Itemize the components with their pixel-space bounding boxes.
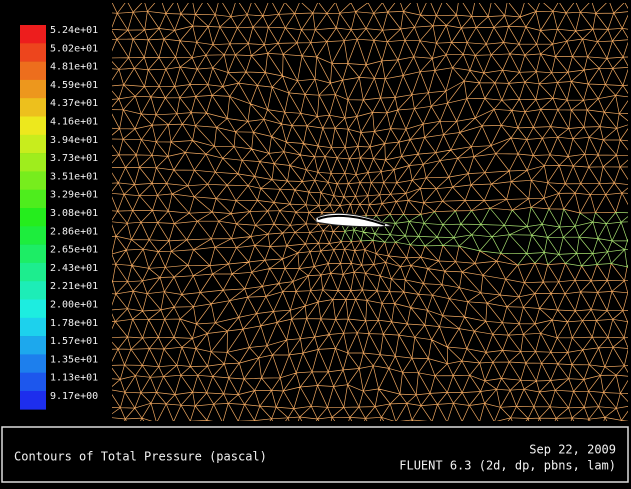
colorbar-swatch <box>20 263 46 282</box>
colorbar-label: 2.43e+01 <box>50 263 98 274</box>
footer-date: Sep 22, 2009 <box>529 443 616 457</box>
colorbar-label: 1.57e+01 <box>50 336 98 347</box>
colorbar-swatch <box>20 80 46 99</box>
colorbar-label: 3.94e+01 <box>50 135 98 146</box>
colorbar-label: 4.81e+01 <box>50 62 98 73</box>
colorbar-swatch <box>20 300 46 319</box>
colorbar-label: 3.08e+01 <box>50 208 98 219</box>
colorbar-swatch <box>20 171 46 190</box>
colorbar-label: 2.65e+01 <box>50 245 98 256</box>
colorbar-swatch <box>20 281 46 300</box>
colorbar-swatch <box>20 373 46 392</box>
colorbar-label: 4.59e+01 <box>50 80 98 91</box>
colorbar-swatch <box>20 43 46 62</box>
colorbar-label: 9.17e+00 <box>50 391 98 402</box>
colorbar-swatch <box>20 318 46 337</box>
colorbar-label: 1.35e+01 <box>50 354 98 365</box>
colorbar-swatch <box>20 336 46 355</box>
colorbar-swatch <box>20 391 46 410</box>
colorbar-label: 1.78e+01 <box>50 318 98 329</box>
colorbar-swatch <box>20 245 46 264</box>
colorbar-swatch <box>20 117 46 136</box>
colorbar-label: 5.24e+01 <box>50 25 98 36</box>
colorbar-label: 4.16e+01 <box>50 117 98 128</box>
colorbar-swatch <box>20 25 46 44</box>
colorbar-swatch <box>20 354 46 373</box>
colorbar-swatch <box>20 98 46 117</box>
colorbar-label: 5.02e+01 <box>50 43 98 54</box>
footer-title: Contours of Total Pressure (pascal) <box>14 450 267 464</box>
colorbar-swatch <box>20 190 46 209</box>
colorbar-label: 3.29e+01 <box>50 190 98 201</box>
colorbar-label: 3.73e+01 <box>50 153 98 164</box>
colorbar-swatch <box>20 135 46 154</box>
colorbar-label: 2.21e+01 <box>50 281 98 292</box>
colorbar-label: 4.37e+01 <box>50 98 98 109</box>
colorbar-swatch <box>20 226 46 245</box>
footer-version: FLUENT 6.3 (2d, dp, pbns, lam) <box>399 459 616 473</box>
colorbar-label: 2.00e+01 <box>50 300 98 311</box>
colorbar-label: 3.51e+01 <box>50 171 98 182</box>
colorbar-swatch <box>20 62 46 81</box>
colorbar-label: 1.13e+01 <box>50 373 98 384</box>
fluent-window: 5.24e+01 5.02e+01 4.81e+01 4.59e+01 4.37e+01… <box>0 0 631 485</box>
colorbar-swatch <box>20 208 46 227</box>
colorbar-swatch <box>20 153 46 172</box>
colorbar-label: 2.86e+01 <box>50 226 98 237</box>
